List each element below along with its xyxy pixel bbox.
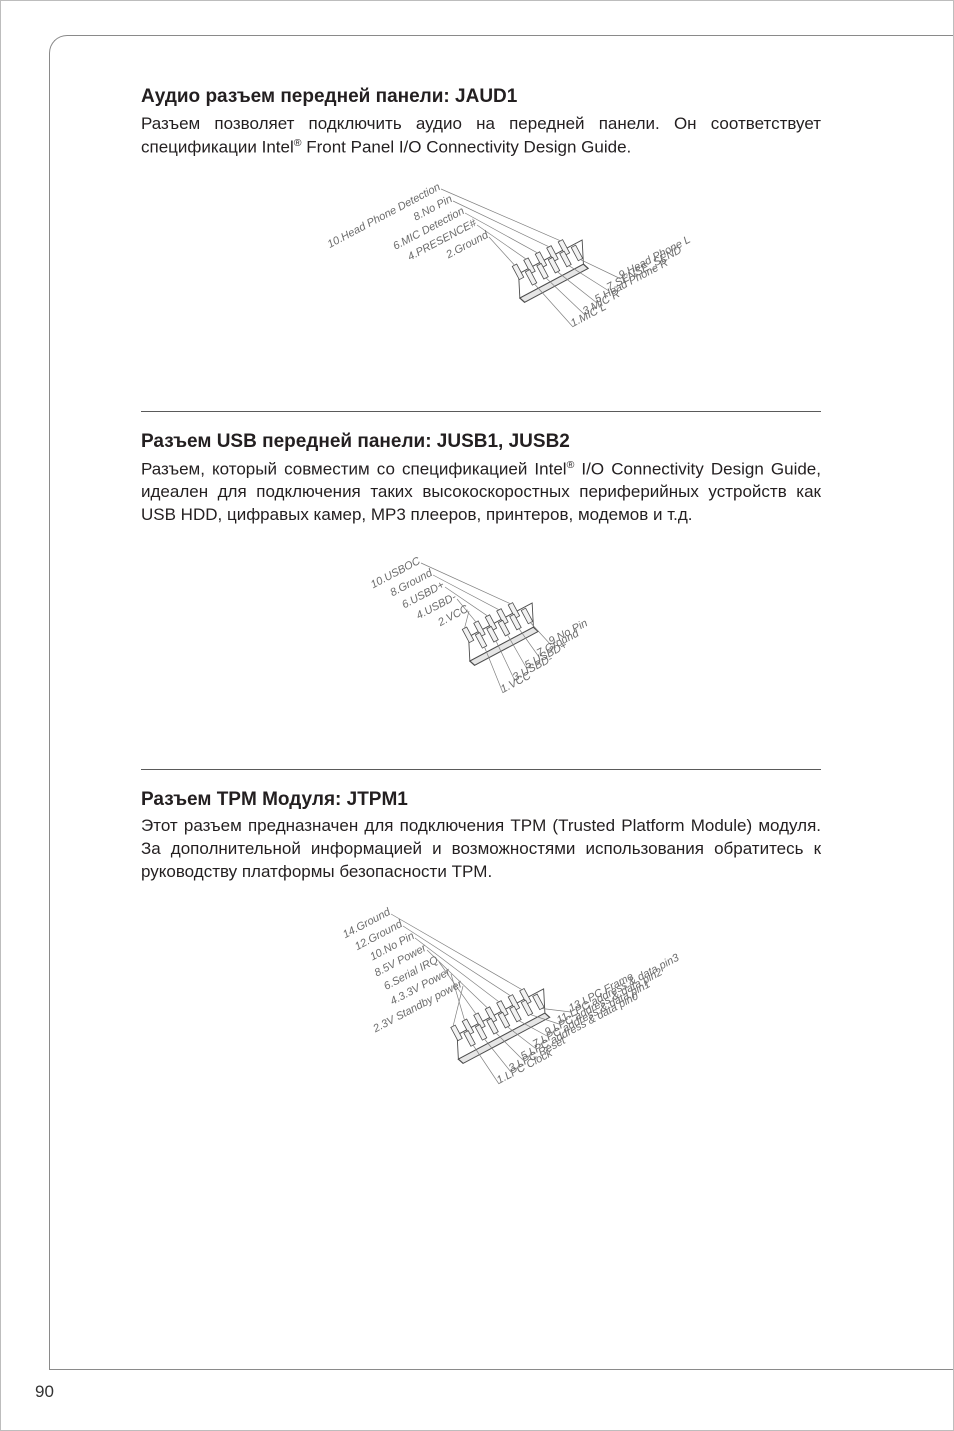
diagram-jusb: 10.USBOC8.Ground6.USBD+4.USBD-2.VCC9.No … [301, 537, 661, 727]
content-column: Аудио разъем передней панели: JAUD1 Разъ… [141, 85, 821, 1176]
body-jusb-pre: Разъем, который совместим со спецификаци… [141, 459, 567, 478]
reg-mark: ® [294, 137, 302, 149]
diagram-jtpm1: 14.Ground12.Ground10.No Pin8.5V Power6.S… [201, 894, 761, 1134]
heading-jtpm1: Разъем TPM Модуля: JTPM1 [141, 788, 821, 812]
heading-jusb: Разъем USB передней панели: JUSB1, JUSB2 [141, 430, 821, 454]
section-jtpm1: Разъем TPM Модуля: JTPM1 Этот разъем пре… [141, 769, 821, 1134]
page: Аудио разъем передней панели: JAUD1 Разъ… [0, 0, 954, 1431]
diagram-jaud1: 10.Head Phone Detection8.No Pin6.MIC Det… [221, 169, 741, 369]
section-jaud1: Аудио разъем передней панели: JAUD1 Разъ… [141, 85, 821, 369]
body-jaud1-post: Front Panel I/O Connectivity Design Guid… [302, 137, 632, 156]
page-number: 90 [35, 1382, 54, 1402]
body-jusb: Разъем, который совместим со спецификаци… [141, 458, 821, 527]
heading-jaud1: Аудио разъем передней панели: JAUD1 [141, 85, 821, 109]
section-jusb: Разъем USB передней панели: JUSB1, JUSB2… [141, 411, 821, 727]
body-jtpm1: Этот разъем предназначен для подключения… [141, 815, 821, 883]
body-jaud1: Разъем позволяет подключить аудио на пер… [141, 113, 821, 159]
